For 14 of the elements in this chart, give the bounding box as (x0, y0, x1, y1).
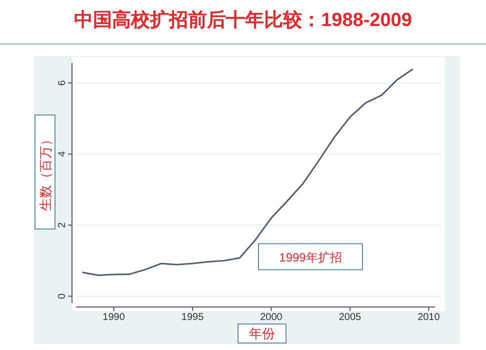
chart-title: 中国高校扩招前后十年比较：1988-2009 (74, 9, 412, 31)
x-tick-label: 2000 (260, 312, 283, 323)
y-axis-title: 生数（百万） (38, 133, 53, 211)
x-tick-label: 2005 (338, 312, 362, 323)
x-tick-label: 1995 (181, 312, 204, 323)
annotation: 1999年扩招 (279, 250, 342, 265)
x-tick-label: 2010 (418, 312, 440, 323)
line-series (82, 68, 414, 276)
y-tick-label: 0 (57, 293, 68, 300)
y-tick-label: 4 (57, 150, 68, 157)
x-axis-title: 年份 (249, 326, 275, 341)
y-tick-label: 6 (57, 80, 68, 86)
x-tick-label: 1990 (102, 312, 126, 323)
y-tick-label: 2 (57, 222, 68, 228)
